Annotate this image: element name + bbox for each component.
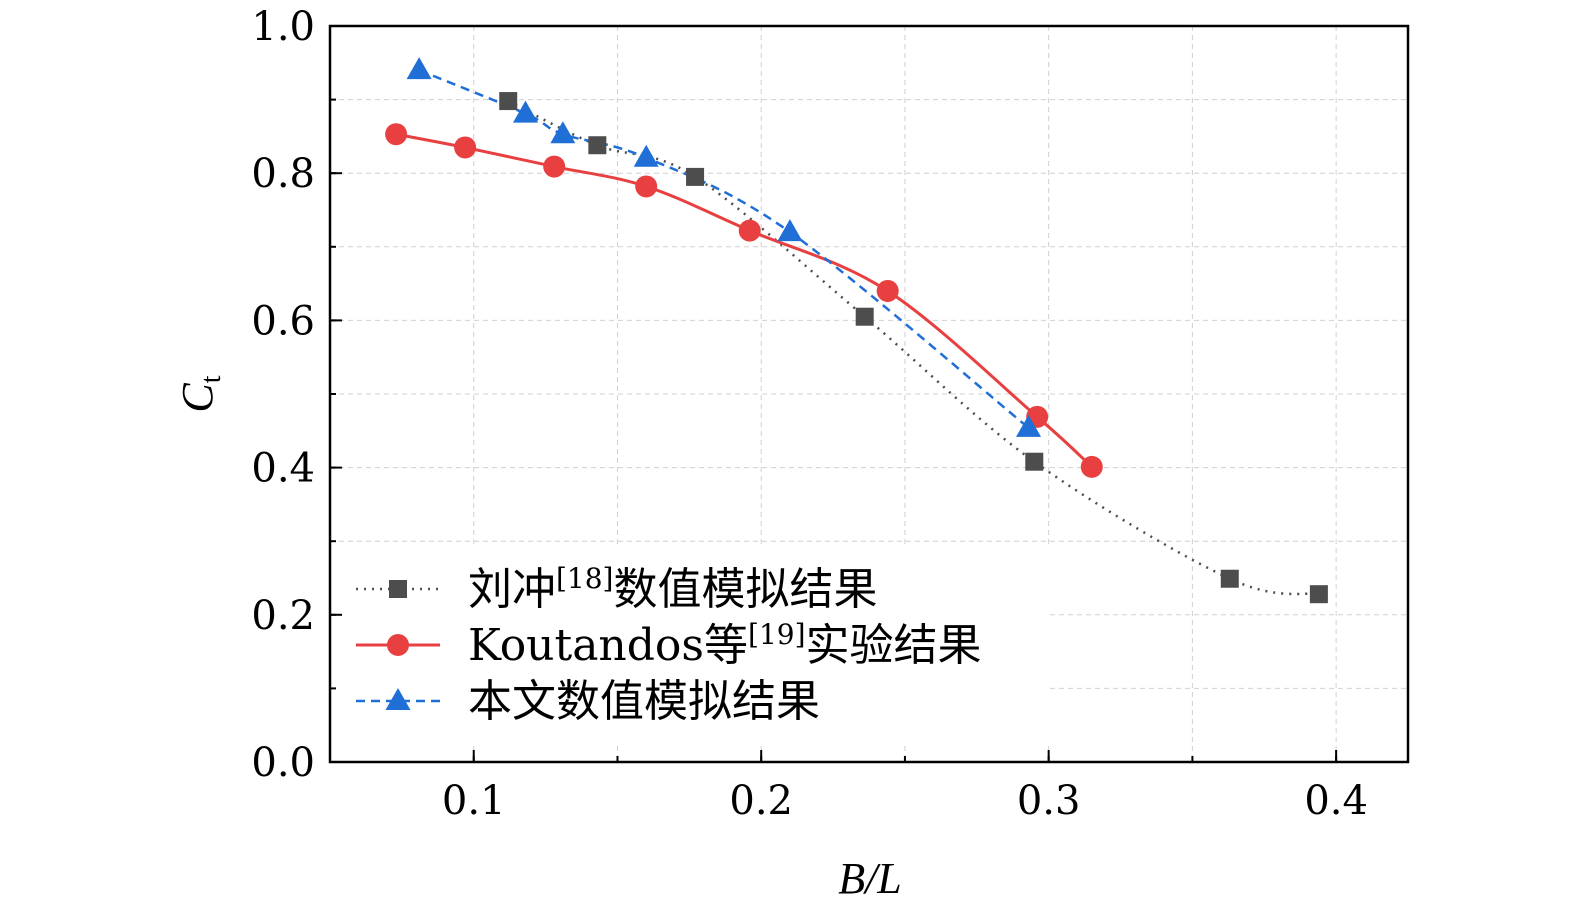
y-tick-label: 0.0 [251,740,315,786]
series-circle-point [543,155,566,178]
series-square-point [1025,452,1044,471]
legend-label-text: Koutandos等 [468,620,748,671]
y-axis-title: Ct [173,375,227,412]
series-triangle-point [550,121,576,144]
y-tick-label: 0.8 [251,151,315,197]
legend-marker-square [389,580,407,598]
series-triangle-line [418,69,1030,429]
x-tick-label: 0.3 [1017,778,1081,824]
series-markers [385,57,1328,604]
series-square-point [1309,585,1328,604]
x-tick-label: 0.1 [442,778,506,824]
series-circle-point [635,175,658,198]
series-triangle-point [512,100,538,123]
legend-label-ref: [19] [748,618,805,651]
legend-label-text: 数值模拟结果 [613,564,877,615]
legend-label-text: 本文数值模拟结果 [468,676,820,727]
legend-label: 本文数值模拟结果 [468,676,820,727]
series-square-point [855,307,874,326]
series-square-point [499,92,518,111]
series-circle-line [395,132,1093,468]
legend-label-text: 刘冲 [468,564,556,615]
x-tick-label: 0.2 [729,778,793,824]
y-tick-label: 0.2 [251,593,315,639]
series-circle-point [1080,455,1103,478]
series-circle-point [454,136,477,159]
legend-label-text: 实验结果 [806,620,982,671]
legend-background [338,546,1050,746]
x-axis-title: B/L [838,854,902,903]
x-tick-label: 0.4 [1304,778,1368,824]
series-triangle-point [1016,414,1042,437]
legend-marker-triangle [385,688,411,710]
y-axis-title-sub: t [196,375,227,383]
axis-tick-labels: 0.1 0.2 0.3 0.4 0.0 0.2 0.4 0.6 0.8 1.0 [251,4,1368,824]
y-axis-title-main: C [173,383,222,413]
series-square-point [686,167,705,186]
legend-marker-circle [387,634,409,656]
y-tick-label: 1.0 [251,4,315,50]
legend-label: Koutandos等[19]实验结果 [468,618,982,671]
y-tick-label: 0.4 [251,446,315,492]
series-square-point [1220,569,1239,588]
series-circle-point [738,219,761,242]
series-triangle-point [406,57,432,80]
series-square-line [507,99,1320,596]
series-square-point [588,136,607,155]
series-triangle-point [633,144,659,167]
axis-ticks [330,25,1338,763]
series-triangle-point [777,219,803,242]
series-circle-point [385,123,408,146]
y-tick-label: 0.6 [251,298,315,344]
series-circle-point [876,279,899,302]
legend-label: 刘冲[18]数值模拟结果 [468,562,877,615]
legend-label-ref: [18] [556,562,613,595]
series-lines [395,69,1320,596]
